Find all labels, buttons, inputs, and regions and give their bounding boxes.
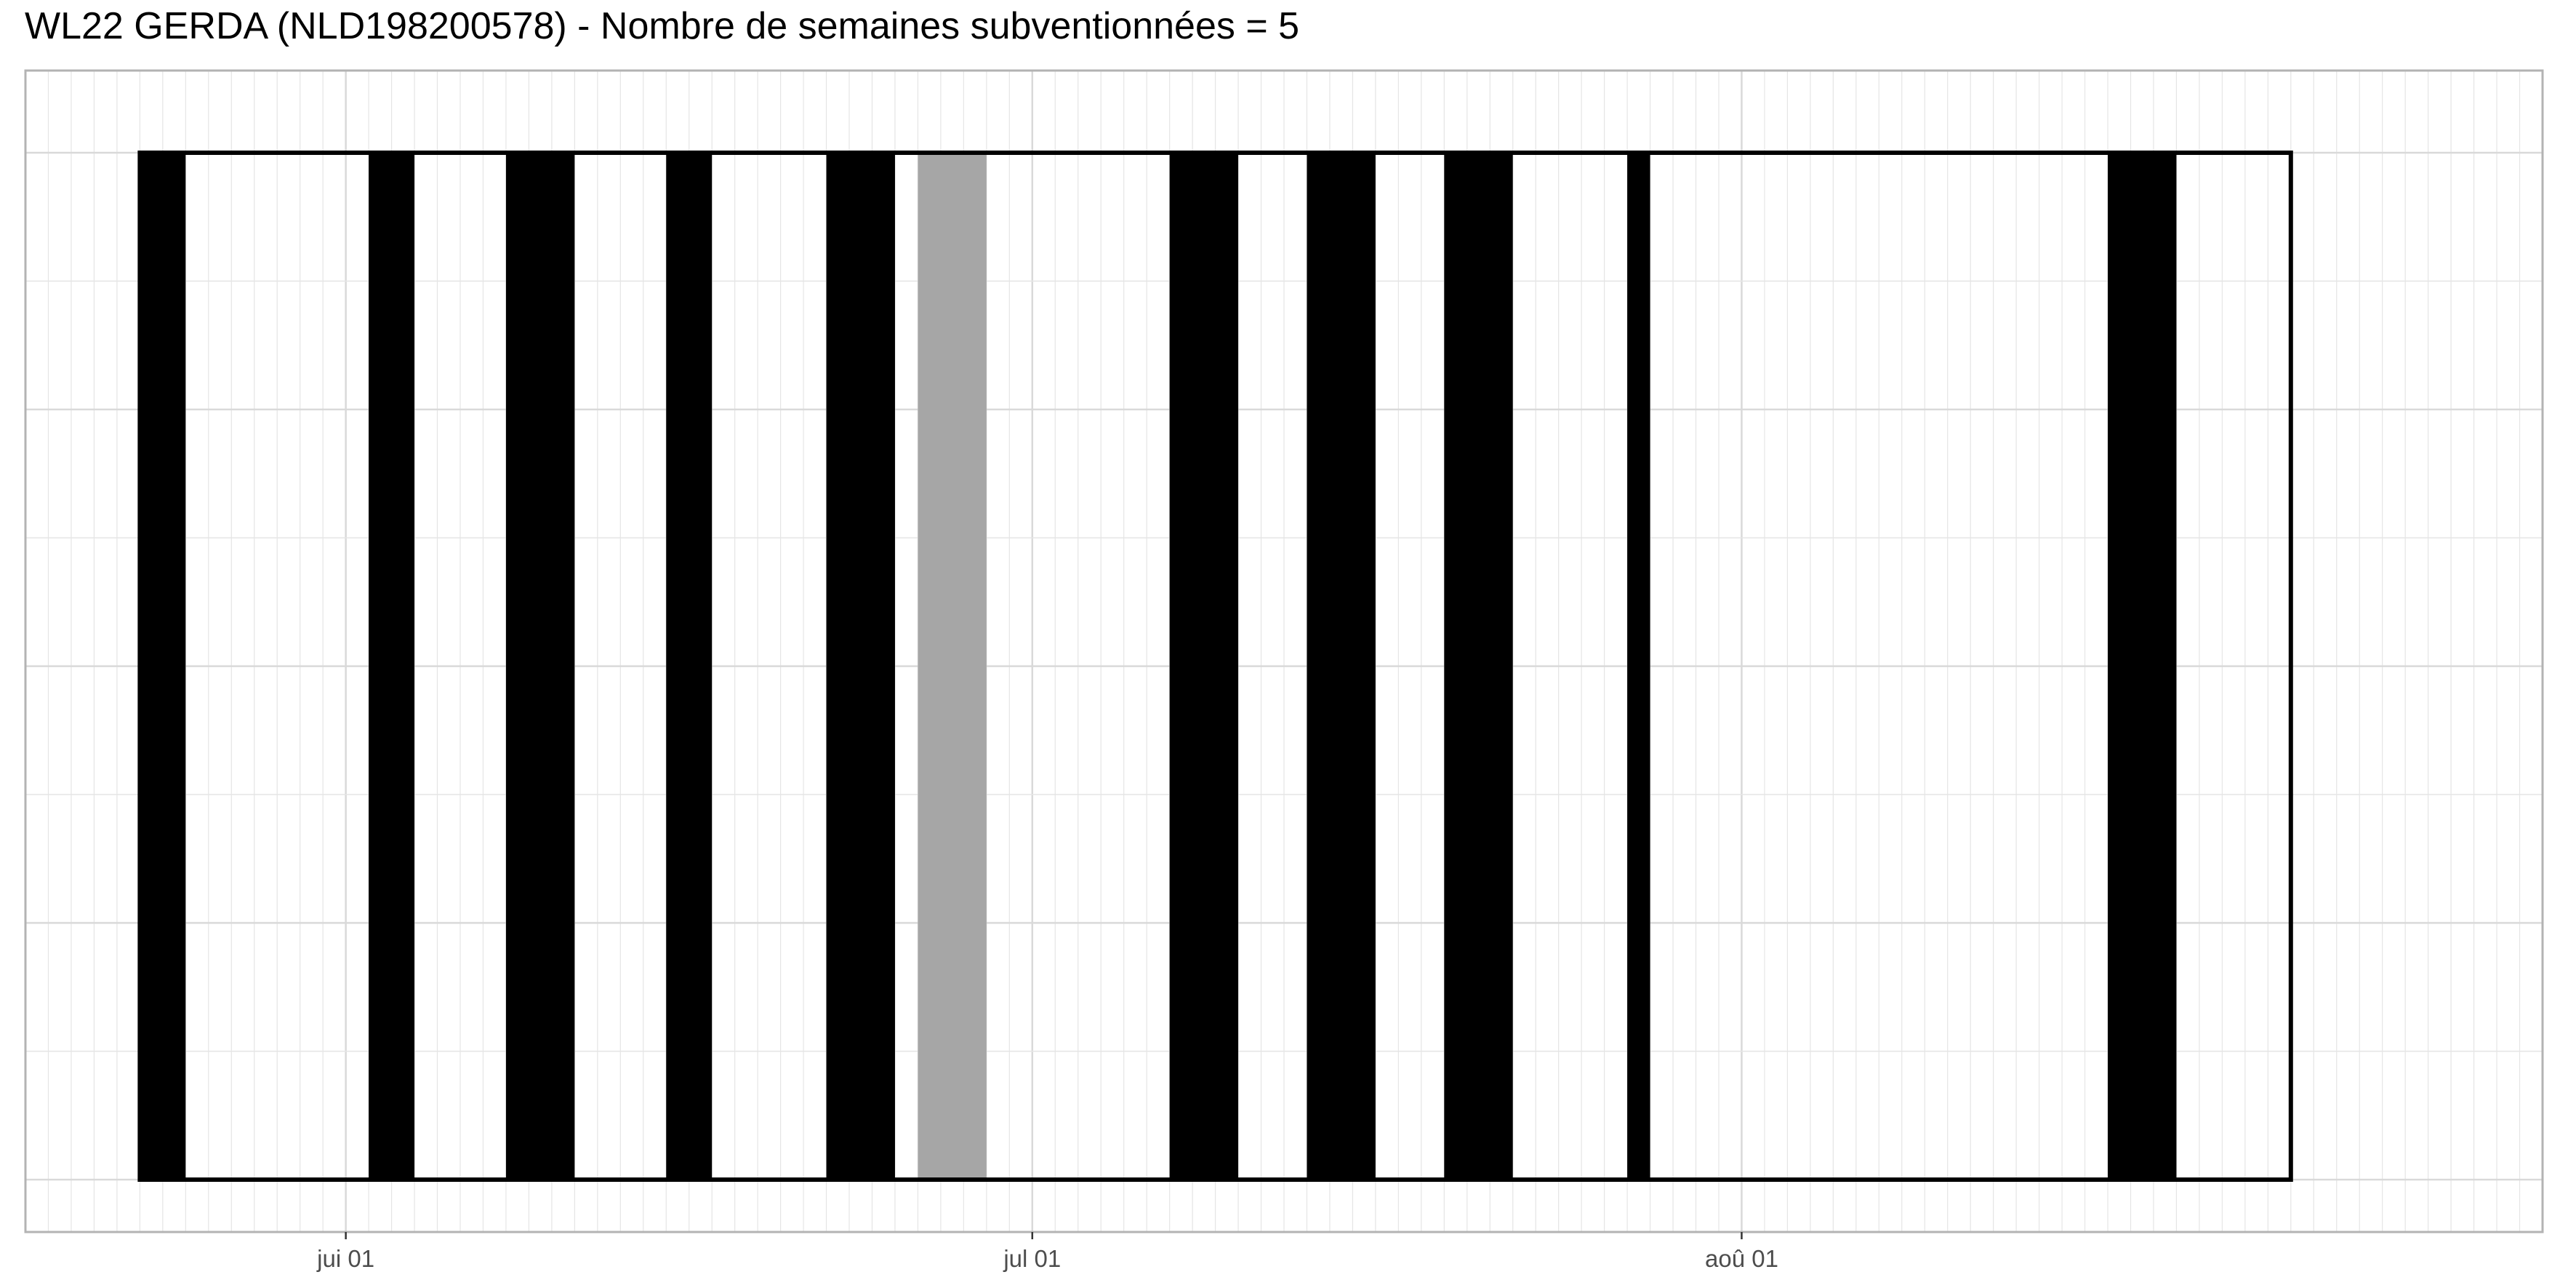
event-bar — [666, 153, 713, 1180]
event-bar — [140, 153, 186, 1180]
event-bar — [918, 153, 987, 1180]
event-bar — [369, 153, 415, 1180]
x-tick-label: aoû 01 — [1705, 1245, 1778, 1272]
event-bar — [505, 153, 575, 1180]
event-bar — [1307, 153, 1376, 1180]
event-bars — [140, 153, 2177, 1180]
event-bar — [1444, 153, 1513, 1180]
timeline-span-outline — [137, 151, 2293, 1182]
event-bar — [2108, 153, 2177, 1180]
x-tick-label: jui 01 — [316, 1245, 374, 1272]
x-tick-label: jul 01 — [1003, 1245, 1061, 1272]
plot-panel-border — [24, 69, 2544, 1233]
chart-title: WL22 GERDA (NLD198200578) - Nombre de se… — [25, 5, 1300, 47]
x-axis: jui 01 jul 01 aoû 01 — [316, 1232, 1778, 1272]
event-bar — [826, 153, 895, 1180]
event-bar — [1627, 153, 1650, 1180]
event-bar — [1169, 153, 1239, 1180]
timeline-outline — [137, 151, 2293, 1182]
